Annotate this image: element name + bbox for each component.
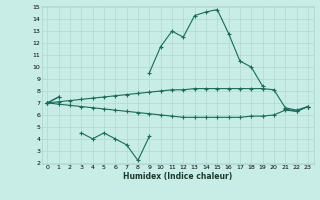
X-axis label: Humidex (Indice chaleur): Humidex (Indice chaleur) — [123, 172, 232, 181]
